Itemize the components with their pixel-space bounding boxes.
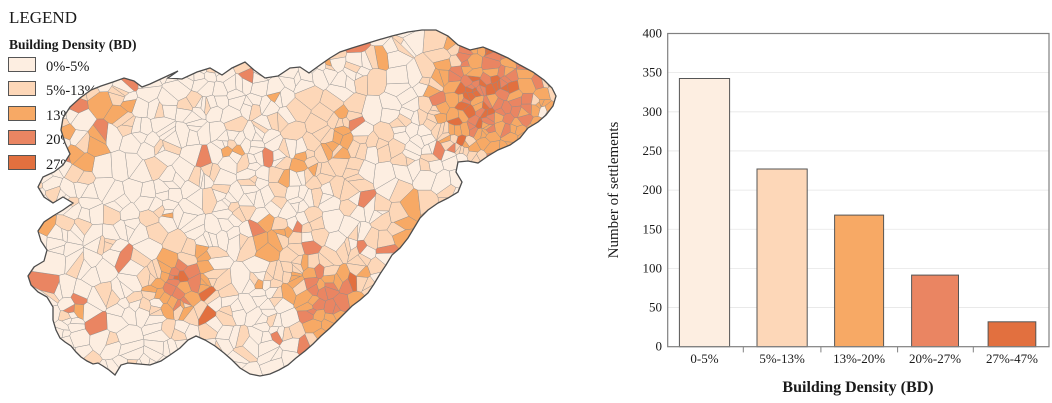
svg-text:50: 50 [649,300,662,315]
svg-text:0-5%: 0-5% [690,351,718,366]
svg-text:100: 100 [643,260,663,275]
svg-text:400: 400 [643,26,663,41]
svg-text:13%-20%: 13%-20% [833,351,885,366]
svg-text:150: 150 [643,221,663,236]
svg-text:200: 200 [643,182,663,197]
svg-text:0: 0 [656,339,663,354]
svg-text:27%-47%: 27%-47% [986,351,1038,366]
svg-text:5%-13%: 5%-13% [759,351,805,366]
svg-text:Building Density (BD): Building Density (BD) [782,379,933,396]
svg-text:250: 250 [643,143,663,158]
svg-text:Number of settlements: Number of settlements [606,122,622,259]
svg-text:20%-27%: 20%-27% [909,351,961,366]
svg-text:300: 300 [643,104,663,119]
svg-text:350: 350 [643,65,663,80]
